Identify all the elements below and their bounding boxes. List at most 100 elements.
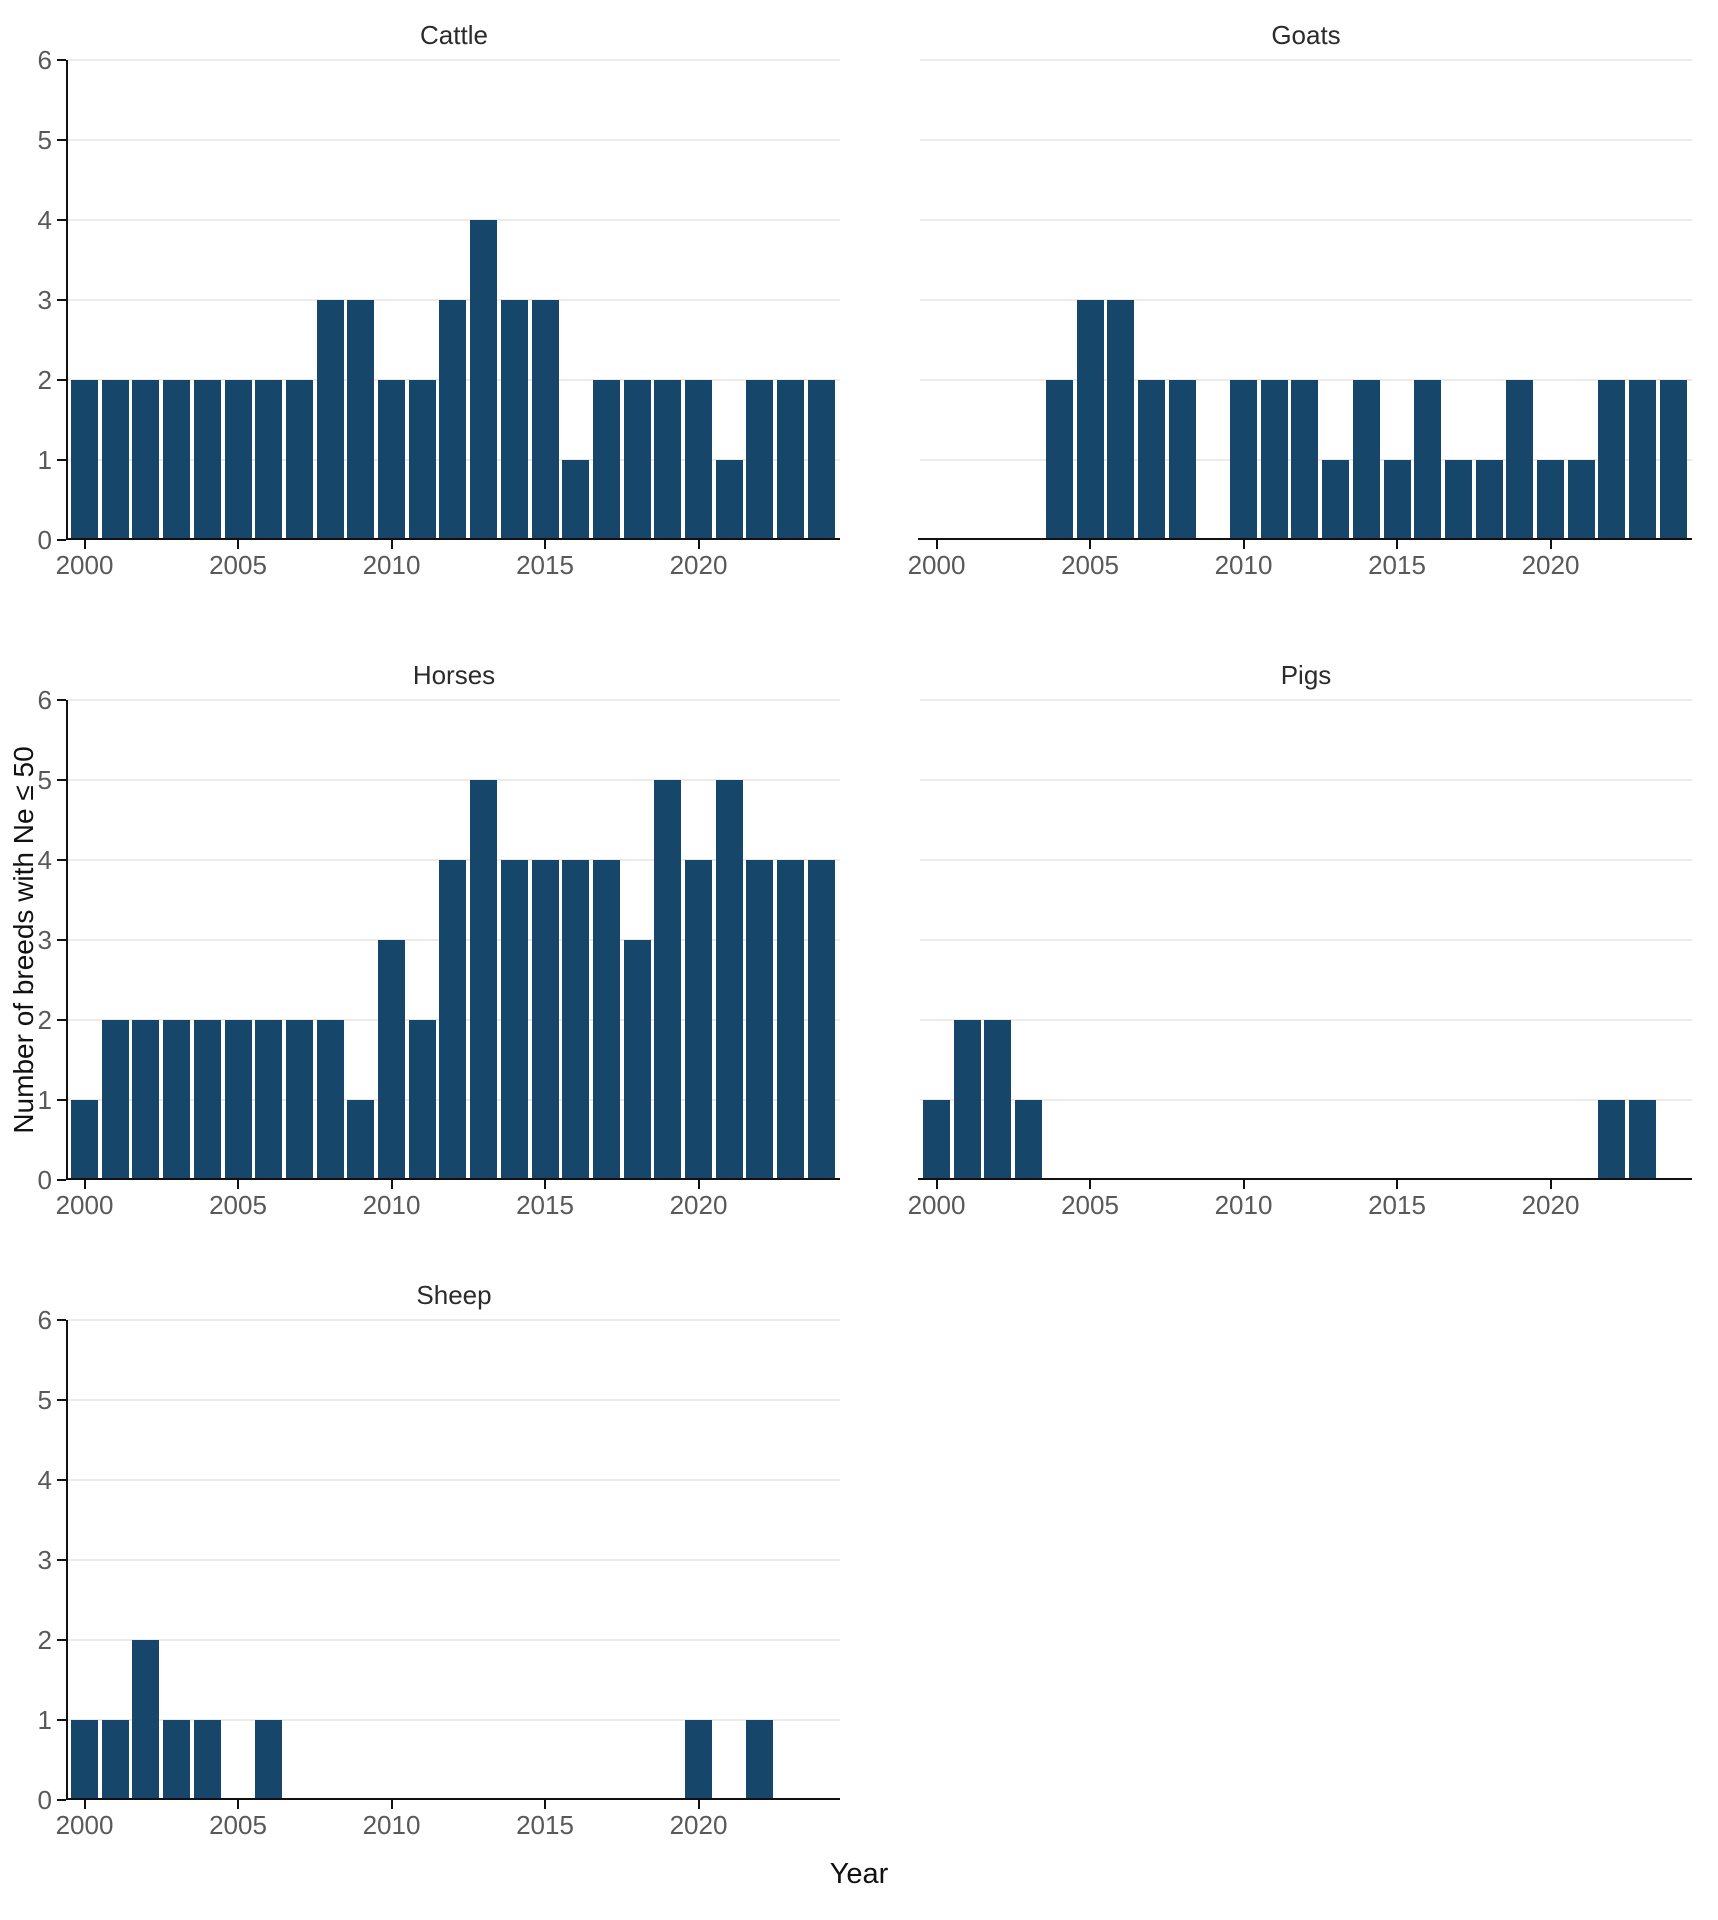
- bar-2020: [685, 380, 712, 540]
- bar-2000: [923, 1100, 950, 1180]
- bar-2022: [746, 860, 774, 1180]
- bar-2022: [1598, 1100, 1626, 1180]
- y-tick: [57, 1099, 66, 1101]
- bar-2016: [562, 860, 590, 1180]
- plot-area: 2000 2005 2010 2015 2020 0 1 2 3 4 5 6: [38, 45, 840, 580]
- bar-2003: [163, 1020, 191, 1180]
- bar-2002: [984, 1020, 1012, 1180]
- x-tick-label: 2015: [516, 1810, 574, 1840]
- x-tick-label: 2005: [1061, 1190, 1119, 1220]
- y-tick-label: 2: [37, 1625, 52, 1655]
- y-tick-label: 3: [37, 1545, 52, 1575]
- gridline: [920, 939, 1692, 941]
- gridline: [68, 1559, 840, 1561]
- bar-2006: [255, 380, 283, 540]
- x-tick: [390, 1180, 393, 1189]
- x-tick-label: 2020: [669, 1190, 728, 1220]
- gridline: [920, 1099, 1692, 1101]
- bar-2007: [285, 380, 313, 540]
- y-tick-label: 6: [37, 1305, 52, 1335]
- bar-2014: [500, 300, 528, 540]
- bar-2004: [1045, 380, 1073, 540]
- bar-2021: [715, 780, 743, 1180]
- y-tick: [57, 1019, 66, 1021]
- x-tick: [544, 1800, 546, 1809]
- x-tick: [1242, 1180, 1245, 1189]
- bar-2000: [71, 380, 98, 540]
- bar-2013: [470, 780, 498, 1180]
- bar-2013: [1322, 460, 1350, 540]
- x-tick-label: 2005: [1061, 550, 1119, 580]
- x-axis-line: [918, 1178, 1692, 1180]
- plot-area: 2000 2005 2010 2015 2020: [908, 59, 1692, 580]
- bar-2003: [1015, 1100, 1043, 1180]
- y-tick: [57, 1559, 66, 1561]
- bar-2021: [715, 460, 743, 540]
- bar-2012: [439, 860, 467, 1180]
- panel-title: Sheep: [416, 1280, 492, 1310]
- x-tick-label: 2005: [209, 1190, 267, 1220]
- x-tick-label: 2010: [362, 550, 421, 580]
- bar-2007: [1137, 380, 1165, 540]
- panel-sheep: Sheep 2000 2005 2010 2015 2020 0 1 2 3 4 5 6: [38, 1280, 840, 1840]
- gridline: [920, 59, 1692, 61]
- y-tick-label: 4: [37, 205, 52, 235]
- bar-2018: [623, 940, 651, 1180]
- gridline: [920, 1019, 1692, 1021]
- y-tick-label: 3: [37, 925, 52, 955]
- gridline: [920, 219, 1692, 221]
- bar-2002: [132, 1020, 160, 1180]
- bar-2024: [1659, 380, 1687, 540]
- x-tick: [544, 540, 546, 549]
- gridline: [68, 1399, 840, 1401]
- y-tick: [57, 1179, 66, 1181]
- bar-2022: [1598, 380, 1626, 540]
- bar-2000: [71, 1720, 98, 1800]
- x-axis-label: Year: [829, 1858, 889, 1890]
- y-tick: [57, 859, 66, 861]
- gridline: [68, 699, 840, 701]
- x-tick-label: 2005: [209, 550, 267, 580]
- x-tick: [237, 1800, 239, 1809]
- x-tick: [1089, 1180, 1091, 1189]
- bar-2015: [531, 860, 559, 1180]
- x-tick-label: 2000: [907, 1190, 966, 1220]
- y-tick: [57, 1479, 66, 1481]
- bar-2002: [132, 380, 160, 540]
- bar-2010: [378, 380, 405, 540]
- x-tick-label: 2020: [1521, 1190, 1580, 1220]
- y-tick: [57, 1639, 66, 1641]
- bar-2013: [470, 220, 498, 540]
- y-tick: [57, 139, 66, 141]
- gridline: [68, 59, 840, 61]
- bar-2003: [163, 1720, 191, 1800]
- bar-2001: [953, 1020, 981, 1180]
- bar-2011: [408, 380, 436, 540]
- bar-2011: [408, 1020, 436, 1180]
- gridline: [920, 139, 1692, 141]
- x-axis-line: [66, 538, 840, 540]
- bar-2023: [1629, 1100, 1657, 1180]
- panel-title: Horses: [412, 660, 496, 690]
- bar-2001: [101, 1020, 129, 1180]
- bar-2004: [193, 1020, 221, 1180]
- gridline: [920, 779, 1692, 781]
- y-tick-label: 3: [37, 285, 52, 315]
- x-tick-label: 2010: [1214, 550, 1273, 580]
- bar-2008: [316, 1020, 344, 1180]
- x-tick: [83, 1180, 86, 1189]
- bar-2021: [1567, 460, 1595, 540]
- y-tick-label: 5: [37, 765, 52, 795]
- y-tick-label: 5: [37, 125, 52, 155]
- y-tick: [57, 459, 66, 461]
- x-tick: [390, 540, 393, 549]
- y-tick: [57, 1799, 66, 1801]
- x-tick-label: 2000: [907, 550, 966, 580]
- bar-2007: [285, 1020, 313, 1180]
- bar-2008: [316, 300, 344, 540]
- y-tick: [57, 699, 66, 701]
- gridline: [920, 859, 1692, 861]
- x-tick-label: 2015: [1368, 1190, 1426, 1220]
- x-tick: [237, 1180, 239, 1189]
